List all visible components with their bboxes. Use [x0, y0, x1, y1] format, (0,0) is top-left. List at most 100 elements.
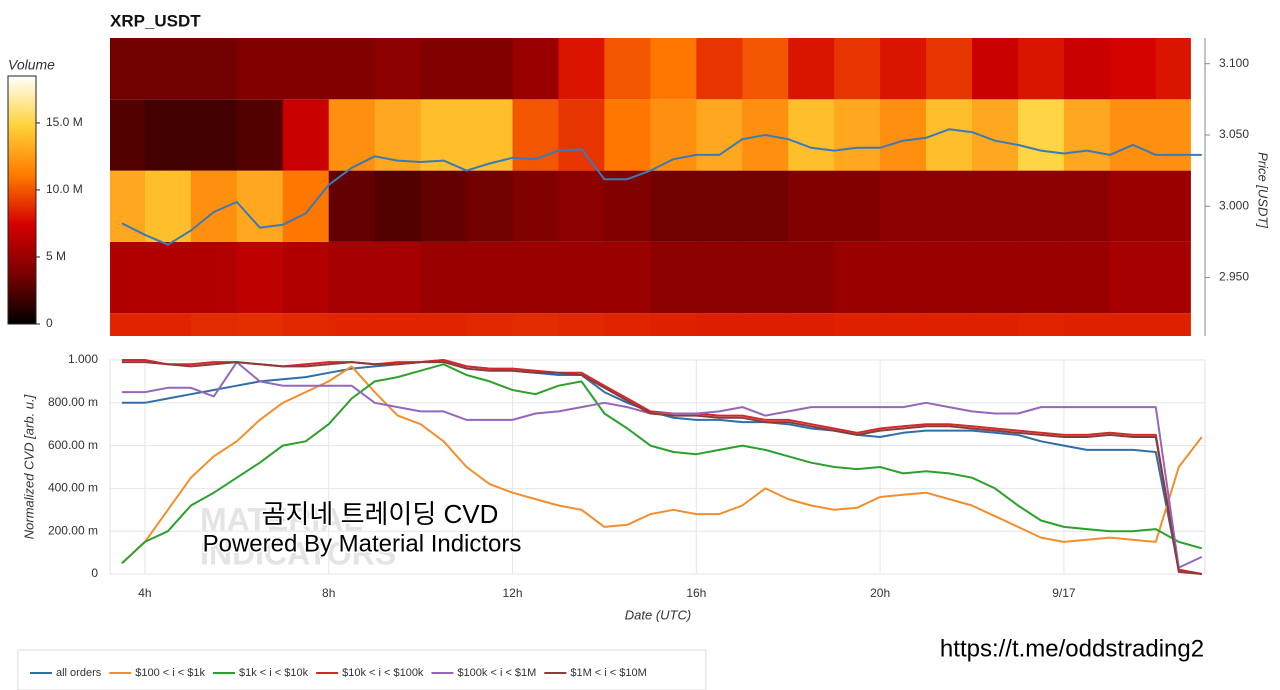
- y-tick-label: 0: [91, 566, 98, 580]
- heatmap-cell: [466, 38, 514, 100]
- colorbar-tick-label: 15.0 M: [46, 115, 83, 129]
- heatmap-cell: [190, 313, 238, 336]
- y2-axis-label: Price [USDT]: [1256, 152, 1271, 228]
- heatmap-cell: [190, 99, 238, 171]
- heatmap-cell: [282, 170, 330, 242]
- heatmap-cell: [466, 241, 514, 314]
- legend-box: [17, 649, 707, 690]
- heatmap-cell: [1017, 38, 1065, 100]
- colorbar-tick-label: 10.0 M: [46, 182, 83, 196]
- heatmap-cells: [110, 38, 1191, 336]
- heatmap-cell: [604, 99, 651, 171]
- heatmap-cell: [236, 241, 284, 314]
- legend-label: all orders: [56, 667, 102, 679]
- heatmap-cell: [466, 170, 514, 242]
- y-tick-label: 600.00 m: [48, 438, 98, 452]
- heatmap-cell: [834, 99, 881, 171]
- legend-label: $1k < i < $10k: [239, 667, 309, 679]
- heatmap-cell: [1063, 99, 1111, 171]
- heatmap-cell: [420, 38, 468, 100]
- heatmap-cell: [604, 170, 651, 242]
- heatmap-cell: [880, 313, 927, 336]
- heatmap-cell: [282, 313, 330, 336]
- heatmap-cell: [190, 241, 238, 314]
- heatmap-cell: [1017, 241, 1065, 314]
- heatmap-cell: [1017, 313, 1065, 336]
- legend-label: $10k < i < $100k: [342, 667, 424, 679]
- heatmap-cell: [282, 241, 330, 314]
- heatmap-cell: [788, 38, 835, 100]
- series-line: [121, 365, 1203, 565]
- heatmap-cell: [144, 99, 192, 171]
- annotation: 곰지네 트레이딩 CVD: [262, 499, 499, 529]
- annotation: https://t.me/oddstrading2: [940, 635, 1204, 662]
- heatmap-cell: [1155, 99, 1191, 171]
- heatmap-cell: [880, 38, 927, 100]
- heatmap-cell: [558, 170, 606, 242]
- y-tick-label: 200.00 m: [48, 523, 98, 537]
- y-tick-label: 1.000: [68, 352, 98, 366]
- heatmap-cell: [650, 38, 697, 100]
- heatmap-cell: [1109, 99, 1157, 171]
- heatmap-cell: [420, 99, 468, 171]
- heatmap-cell: [236, 170, 284, 242]
- heatmap-cell: [558, 241, 606, 314]
- heatmap-cell: [144, 38, 192, 100]
- heatmap-cell: [190, 38, 238, 100]
- heatmap-cell: [880, 99, 927, 171]
- heatmap-cell: [466, 313, 514, 336]
- series-line: [121, 361, 1203, 569]
- series-line: [121, 363, 1203, 565]
- heatmap-cell: [110, 170, 146, 242]
- heatmap-cell: [328, 313, 376, 336]
- legend-label: $1M < i < $10M: [570, 667, 646, 679]
- heatmap-cell: [512, 241, 560, 314]
- heatmap-cell: [650, 313, 697, 336]
- heatmap-cell: [374, 313, 422, 336]
- heatmap-cell: [742, 241, 789, 314]
- colorbar-label: Volume: [8, 57, 55, 73]
- heatmap-cell: [604, 38, 651, 100]
- x-tick-label: 9/17: [1052, 586, 1076, 600]
- heatmap-cell: [1017, 99, 1065, 171]
- heatmap-cell: [742, 170, 789, 242]
- y2-tick-label: 3.050: [1219, 127, 1249, 141]
- x-tick-label: 4h: [138, 586, 151, 600]
- heatmap-cell: [110, 99, 146, 171]
- legend-label: $100k < i < $1M: [457, 667, 536, 679]
- heatmap-cell: [926, 170, 973, 242]
- heatmap-cell: [374, 170, 422, 242]
- heatmap-cell: [282, 99, 330, 171]
- colorbar-tick-label: 0: [46, 316, 53, 330]
- heatmap-cell: [1063, 313, 1111, 336]
- heatmap-cell: [604, 313, 651, 336]
- watermark: INDICATORS: [200, 535, 396, 571]
- heatmap-cell: [788, 313, 835, 336]
- heatmap-cell: [834, 241, 881, 314]
- heatmap-cell: [190, 170, 238, 242]
- annotation: Powered By Material Indictors: [203, 530, 522, 557]
- heatmap-cell: [236, 99, 284, 171]
- heatmap-cell: [696, 170, 743, 242]
- heatmap-cell: [1155, 241, 1191, 314]
- heatmap-cell: [880, 241, 927, 314]
- heatmap-cell: [650, 241, 697, 314]
- heatmap-cell: [1109, 38, 1157, 100]
- heatmap-cell: [512, 170, 560, 242]
- heatmap-cell: [834, 313, 881, 336]
- heatmap-cell: [1109, 313, 1157, 336]
- watermark: MATERIAL: [200, 501, 363, 537]
- heatmap-cell: [926, 313, 973, 336]
- heatmap-cell: [110, 38, 146, 100]
- series-line: [121, 361, 1202, 575]
- y-axis-label: Normalized CVD [arb. u.]: [21, 394, 36, 539]
- y2-tick-label: 3.000: [1219, 198, 1249, 212]
- x-axis-label: Date (UTC): [625, 607, 691, 622]
- heatmap-cell: [558, 38, 606, 100]
- heatmap-cell: [788, 241, 835, 314]
- y2-tick-label: 3.100: [1219, 56, 1249, 70]
- heatmap-cell: [1063, 170, 1111, 242]
- colorbar-tick-label: 5 M: [46, 249, 66, 263]
- heatmap-cell: [110, 313, 146, 336]
